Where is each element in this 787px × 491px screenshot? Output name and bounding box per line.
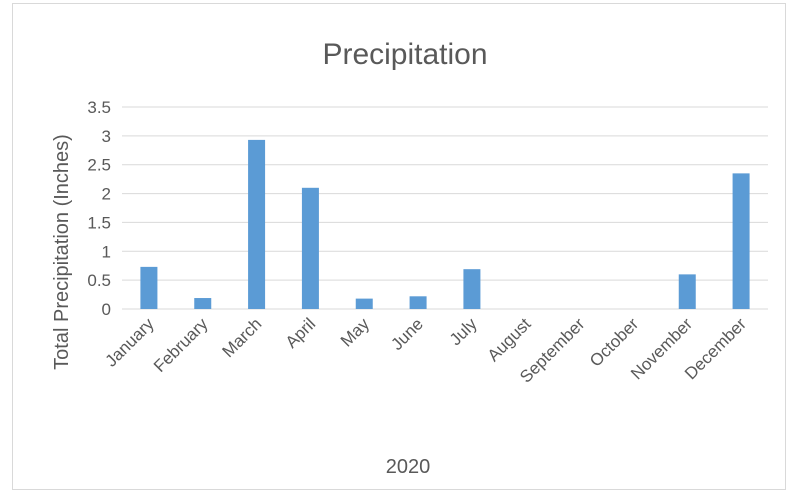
y-tick-labels: 0 0.5 1 1.5 2 2.5 3 3.5 <box>87 98 111 319</box>
x-tick-label: April <box>282 314 319 351</box>
bar-june <box>409 296 427 309</box>
y-tick-label: 2.5 <box>87 156 111 175</box>
bar-december <box>732 173 750 309</box>
y-tick-label: 0 <box>102 300 111 319</box>
bar-july <box>463 269 481 309</box>
y-tick-label: 3 <box>102 127 111 146</box>
bar-april <box>301 187 319 309</box>
y-tick-label: 2 <box>102 185 111 204</box>
bar-january <box>140 266 158 309</box>
chart-frame <box>12 3 786 490</box>
y-tick-label: 3.5 <box>87 98 111 117</box>
x-tick-label: March <box>219 314 266 361</box>
y-tick-label: 1 <box>102 242 111 261</box>
x-tick-label: June <box>387 314 427 354</box>
x-tick-label: May <box>337 314 373 350</box>
bar-february <box>194 298 212 309</box>
bars <box>140 139 750 309</box>
x-tick-label: August <box>484 314 535 365</box>
x-axis-title: 2020 <box>386 456 431 478</box>
bar-march <box>248 139 266 309</box>
bar-may <box>355 298 373 309</box>
y-axis-title: Total Precipitation (Inches) <box>51 134 73 370</box>
y-tick-label: 0.5 <box>87 271 111 290</box>
x-tick-label: July <box>446 314 481 349</box>
chart-title: Precipitation <box>322 38 487 71</box>
y-tick-label: 1.5 <box>87 213 111 232</box>
x-tick-label: February <box>150 314 212 376</box>
grid-lines <box>122 106 768 310</box>
bar-november <box>678 274 696 309</box>
